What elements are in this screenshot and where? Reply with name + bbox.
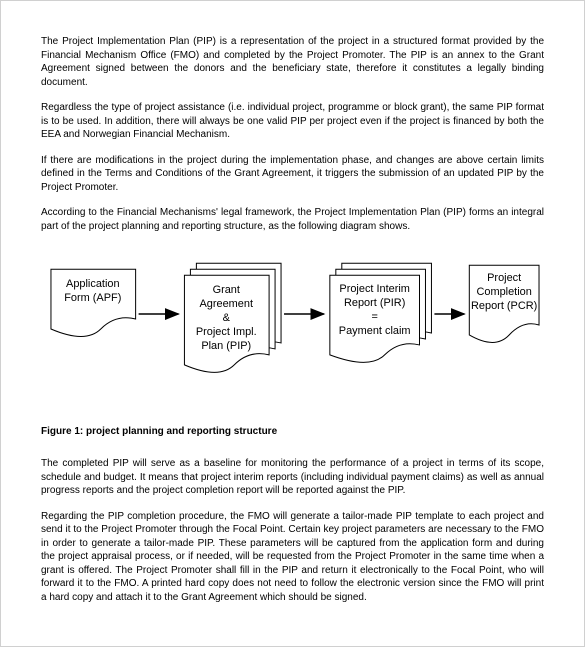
node-application-form: Application Form (APF) [51,269,136,336]
paragraph-5: The completed PIP will serve as a baseli… [41,457,544,498]
n3-line2: Report (PIR) [344,297,405,309]
flow-diagram: Application Form (APF) Grant Agreement &… [41,259,544,399]
paragraph-4: According to the Financial Mechanisms' l… [41,206,544,233]
n2-line1: Grant [213,284,240,296]
n3-line3: = [371,311,377,323]
node-completion-report: Project Completion Report (PCR) [469,265,539,342]
n3-line4: Payment claim [339,325,411,337]
n2-line3: & [223,312,231,324]
node-interim-report: Project Interim Report (PIR) = Payment c… [330,263,432,362]
n1-line1: Application [66,278,120,290]
n4-line1: Project [487,272,521,284]
n2-line2: Agreement [200,298,254,310]
n2-line4: Project Impl. [196,326,257,338]
paragraph-6: Regarding the PIP completion procedure, … [41,510,544,605]
figure-caption: Figure 1: project planning and reporting… [41,426,544,437]
n1-line2: Form (APF) [64,292,121,304]
document-page: The Project Implementation Plan (PIP) is… [0,0,585,647]
paragraph-1: The Project Implementation Plan (PIP) is… [41,35,544,89]
paragraph-3: If there are modifications in the projec… [41,154,544,195]
node-grant-agreement: Grant Agreement & Project Impl. Plan (PI… [184,263,281,372]
n4-line3: Report (PCR) [471,300,537,312]
n3-line1: Project Interim [339,283,410,295]
n4-line2: Completion [476,286,531,298]
n2-line5: Plan (PIP) [201,340,251,352]
paragraph-2: Regardless the type of project assistanc… [41,101,544,142]
